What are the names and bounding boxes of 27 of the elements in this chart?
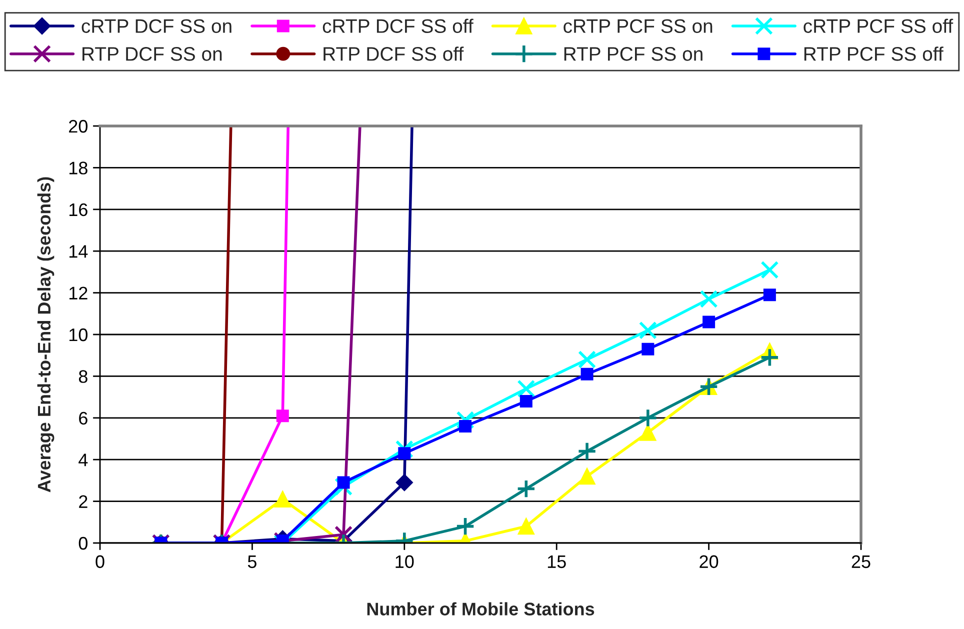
legend-label: cRTP DCF SS off (322, 18, 474, 33)
y-axis-title: Average End-to-End Delay (seconds) (37, 177, 54, 492)
y-tick-label: 2 (79, 495, 88, 508)
legend-label: RTP DCF SS off (324, 46, 464, 61)
y-tick-label: 6 (79, 412, 88, 425)
y-tick-label: 0 (78, 536, 88, 550)
legend-label: RTP PCF SS off (804, 46, 944, 61)
x-tick-label: 5 (248, 555, 256, 568)
y-tick-label: 18 (69, 162, 88, 174)
x-tick-label: 15 (548, 555, 566, 568)
y-tick-label: 12 (69, 286, 88, 300)
y-tick-label: 10 (69, 328, 88, 342)
legend-label: cRTP DCF SS on (82, 19, 232, 33)
y-tick-label: 16 (69, 203, 88, 216)
x-tick-label: 25 (852, 555, 870, 568)
legend-label: RTP DCF SS on (82, 47, 222, 61)
y-tick-label: 8 (78, 370, 88, 383)
legend-label: RTP PCF SS on (564, 47, 702, 61)
x-tick-label: 0 (96, 555, 104, 568)
legend-label: cRTP PCF SS on (564, 19, 712, 33)
y-tick-label: 14 (69, 245, 88, 258)
y-tick-label: 4 (78, 454, 88, 466)
legend-label: cRTP PCF SS off (804, 18, 954, 33)
x-axis-title: Number of Mobile Stations (367, 602, 594, 616)
x-tick-label: 20 (700, 555, 718, 568)
x-tick-label: 10 (396, 555, 414, 568)
y-tick-label: 20 (69, 120, 88, 133)
